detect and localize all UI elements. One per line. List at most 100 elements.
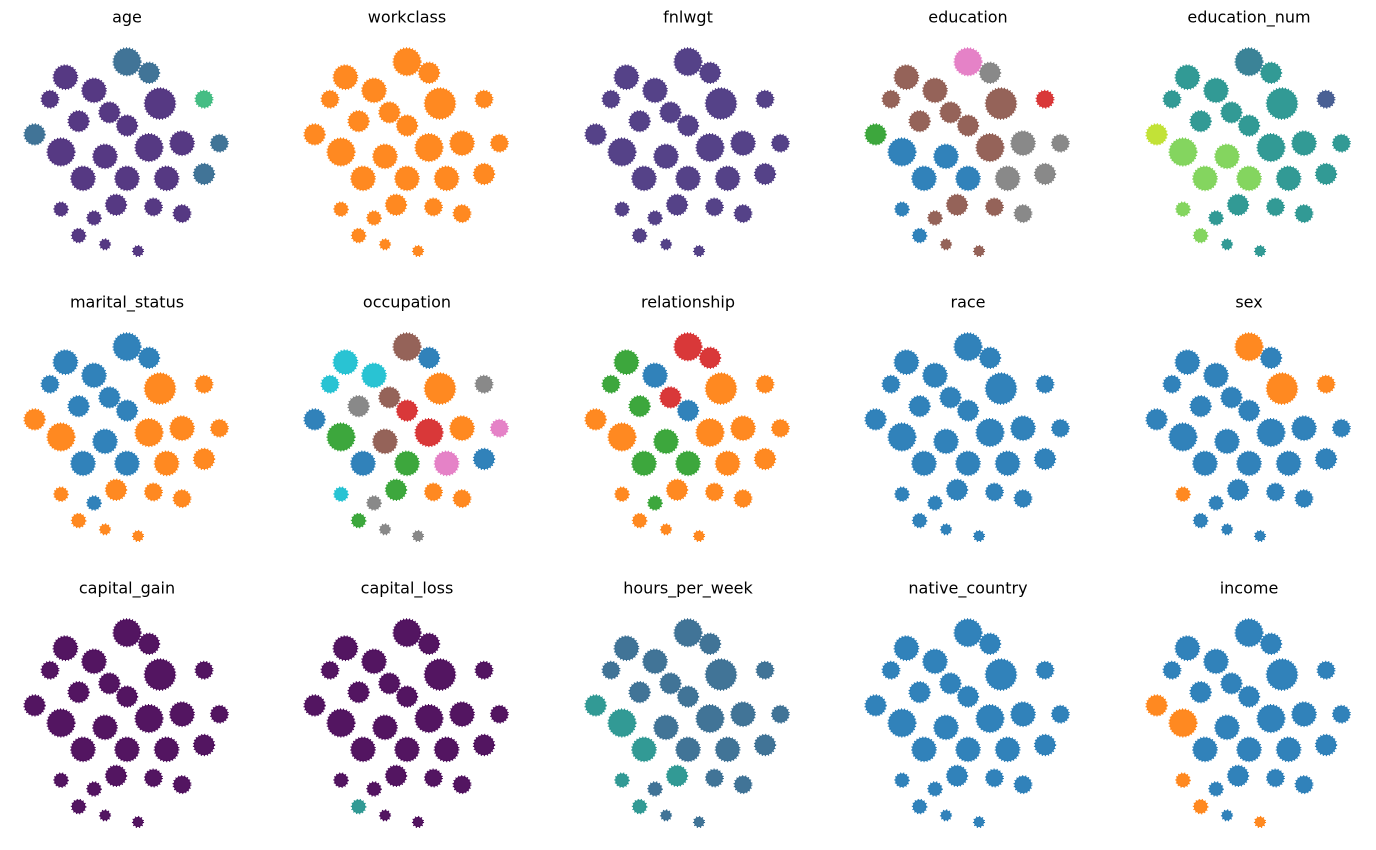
point-cluster <box>40 660 60 680</box>
point-cluster <box>414 704 444 734</box>
point-cluster <box>347 110 370 133</box>
point-cluster <box>695 418 725 448</box>
point-cluster <box>1253 529 1267 543</box>
point-cluster <box>1010 415 1036 442</box>
subplot: marital_status <box>23 293 229 543</box>
point-cluster <box>134 704 164 734</box>
point-cluster <box>1192 512 1209 529</box>
point-cluster <box>332 349 359 376</box>
point-cluster <box>933 714 959 741</box>
point-cluster <box>945 193 969 217</box>
point-cluster <box>1192 165 1218 192</box>
point-cluster <box>628 681 651 704</box>
point-cluster <box>46 137 76 167</box>
point-cluster <box>1168 708 1198 738</box>
point-cluster <box>584 123 607 146</box>
point-cluster <box>984 197 1004 217</box>
point-cluster <box>192 447 216 471</box>
point-cluster <box>98 238 112 251</box>
point-cluster <box>433 165 460 192</box>
point-cluster <box>975 704 1005 734</box>
point-cluster <box>23 408 46 431</box>
point-cluster <box>893 635 920 662</box>
point-cluster <box>86 495 102 511</box>
point-cluster <box>894 201 910 217</box>
point-cluster <box>452 489 472 509</box>
point-cluster <box>881 660 901 680</box>
point-cluster <box>1174 635 1201 662</box>
point-cluster <box>326 708 356 738</box>
point-cluster <box>939 101 962 124</box>
point-cluster <box>975 133 1005 163</box>
point-cluster <box>172 489 192 509</box>
point-cluster <box>98 809 112 822</box>
point-cluster <box>81 362 107 389</box>
point-cluster <box>1033 733 1057 757</box>
point-cluster <box>209 418 229 438</box>
point-cluster <box>372 428 398 455</box>
point-cluster <box>659 101 682 124</box>
point-cluster <box>698 632 722 655</box>
point-cluster <box>303 408 326 431</box>
point-cluster <box>378 238 392 251</box>
point-cluster <box>704 658 738 691</box>
point-cluster <box>1145 123 1168 146</box>
point-cluster <box>1314 447 1338 471</box>
point-cluster <box>384 764 408 787</box>
point-cluster <box>112 332 142 362</box>
point-cluster <box>975 418 1005 448</box>
point-cluster <box>423 372 457 405</box>
point-cluster <box>449 130 475 157</box>
point-cluster <box>927 495 943 511</box>
point-cluster <box>67 395 90 418</box>
point-cluster <box>1265 658 1299 691</box>
point-cluster <box>169 701 195 728</box>
point-cluster <box>392 332 422 362</box>
point-cluster <box>911 227 928 244</box>
point-cluster <box>755 660 775 680</box>
point-cluster <box>372 143 398 170</box>
point-cluster <box>1275 450 1302 477</box>
point-cluster <box>143 372 177 405</box>
point-cluster <box>104 478 128 501</box>
point-cluster <box>1265 372 1299 405</box>
point-cluster <box>704 87 738 120</box>
point-cluster <box>1050 704 1070 724</box>
point-cluster <box>153 736 180 763</box>
point-cluster <box>350 227 367 244</box>
point-cluster <box>972 815 986 829</box>
point-cluster <box>1162 374 1182 394</box>
point-cluster <box>143 768 163 788</box>
point-cluster <box>978 632 1002 655</box>
point-cluster <box>894 772 910 789</box>
point-cluster <box>361 77 387 104</box>
point-cluster <box>1265 197 1285 217</box>
point-cluster <box>864 123 887 146</box>
point-cluster <box>939 386 962 409</box>
point-cluster <box>1331 133 1351 153</box>
point-cluster <box>714 736 741 763</box>
point-cluster <box>1316 374 1336 394</box>
point-cluster <box>1294 204 1314 224</box>
point-cluster <box>114 165 140 192</box>
point-cluster <box>1168 137 1198 167</box>
point-cluster <box>1214 714 1240 741</box>
point-cluster <box>46 708 76 738</box>
point-cluster <box>972 529 986 543</box>
subplot-title: hours_per_week <box>623 579 753 599</box>
point-cluster <box>361 648 387 675</box>
point-cluster <box>326 137 356 167</box>
point-cluster <box>755 374 775 394</box>
point-cluster <box>1265 87 1299 120</box>
point-cluster <box>169 415 195 442</box>
point-cluster <box>372 714 398 741</box>
point-cluster <box>333 201 349 217</box>
point-cluster <box>911 165 937 192</box>
point-cluster <box>673 47 703 77</box>
point-cluster <box>911 798 928 815</box>
point-cluster <box>347 681 370 704</box>
point-cluster <box>1253 244 1267 258</box>
point-cluster <box>472 447 496 471</box>
point-cluster <box>631 512 648 529</box>
point-cluster <box>665 478 689 501</box>
